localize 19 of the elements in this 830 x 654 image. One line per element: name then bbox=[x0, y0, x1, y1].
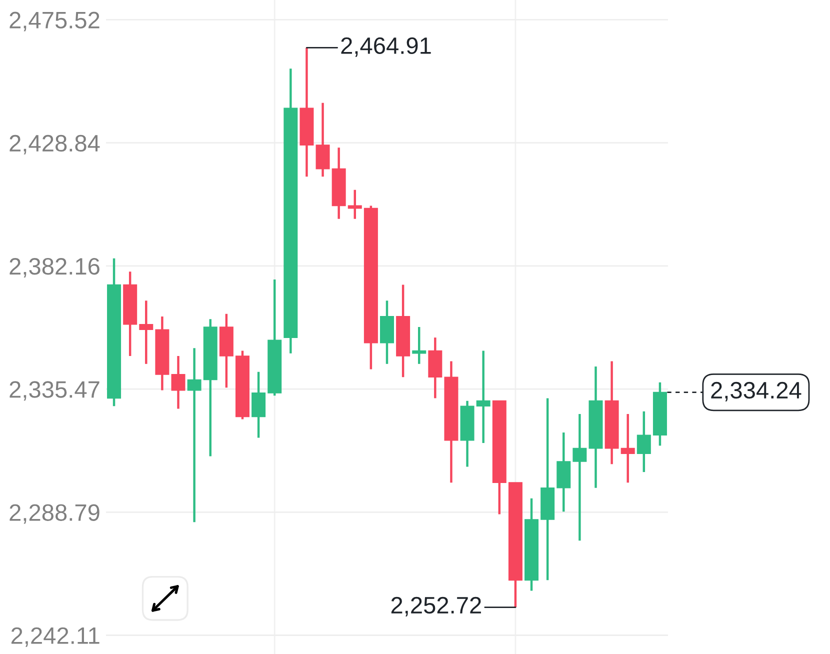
candlestick bbox=[316, 102, 330, 178]
annotation: 2,252.72 bbox=[391, 596, 481, 616]
ref-line-label: 2,334.24 bbox=[711, 382, 802, 402]
candlestick bbox=[187, 346, 202, 524]
candlestick bbox=[139, 300, 154, 366]
y-tick-label: 2,475.52 bbox=[10, 12, 100, 32]
candlestick bbox=[572, 412, 587, 542]
y-tick-label: 2,288.79 bbox=[10, 504, 100, 524]
annotation: 2,464.91 bbox=[341, 37, 431, 57]
candlestick bbox=[252, 370, 266, 439]
y-tick-label: 2,335.47 bbox=[10, 381, 100, 401]
y-tick-label: 2,382.16 bbox=[10, 258, 100, 278]
candlestick bbox=[636, 410, 651, 474]
y-tick-label: 2,428.84 bbox=[10, 134, 100, 154]
candlestick bbox=[620, 412, 635, 484]
candlestick bbox=[171, 354, 186, 410]
candlestick bbox=[412, 326, 426, 366]
candlestick bbox=[476, 350, 490, 444]
y-tick-label: 2,242.11 bbox=[11, 627, 100, 647]
